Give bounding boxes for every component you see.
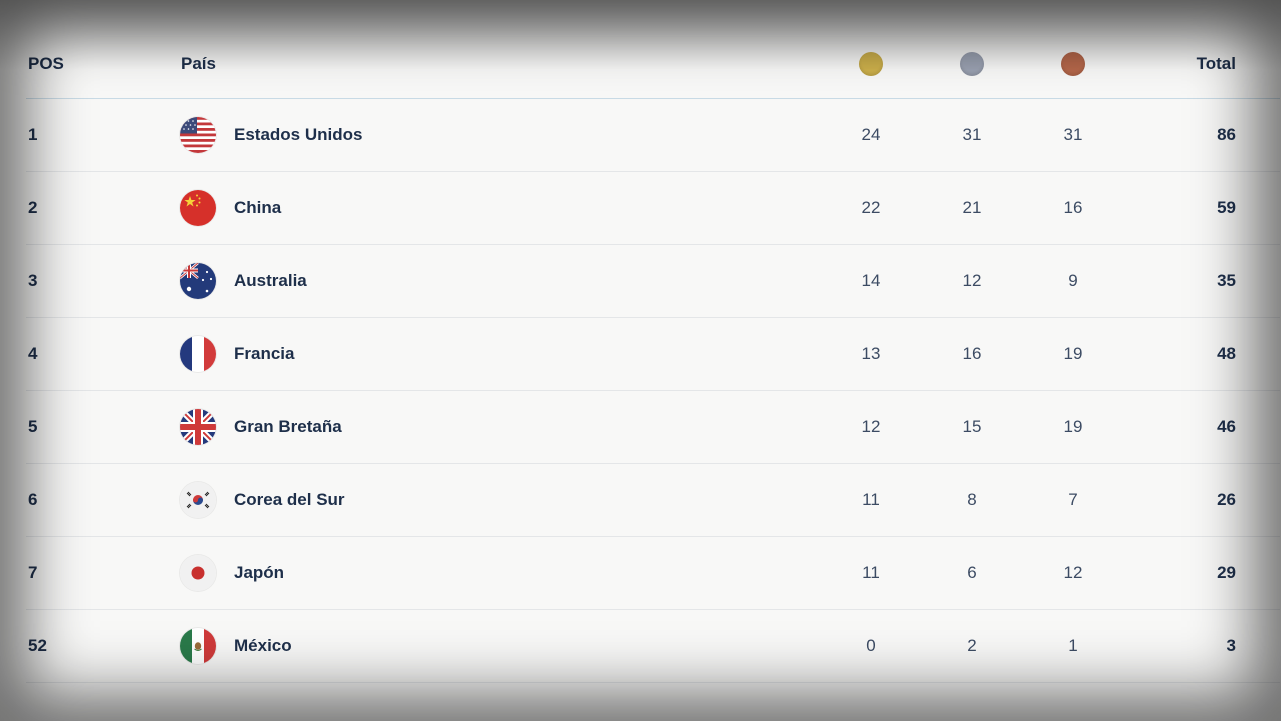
silver-count: 21: [962, 198, 982, 217]
gold-medal-icon: [859, 52, 883, 76]
row-country: Australia: [180, 245, 680, 317]
mexico-flag-icon: [180, 628, 216, 664]
total-count: 35: [1217, 271, 1236, 290]
row-pos: 7: [28, 563, 38, 582]
row-country: México: [180, 610, 680, 682]
silver-count: 16: [962, 344, 982, 363]
row-pos: 5: [28, 417, 38, 436]
row-pos: 2: [28, 198, 38, 217]
total-count: 46: [1217, 417, 1236, 436]
row-country: Gran Bretaña: [180, 391, 680, 463]
medal-table: POS País Total 1: [26, 30, 1280, 683]
total-count: 26: [1217, 490, 1236, 509]
row-country: Japón: [180, 537, 680, 609]
country-name[interactable]: Gran Bretaña: [234, 417, 342, 436]
table-row[interactable]: 7 Japón 11 6 12 29: [26, 537, 1280, 610]
country-name[interactable]: Corea del Sur: [234, 490, 345, 509]
gold-count: 14: [861, 271, 881, 290]
china-flag-icon: [180, 190, 216, 226]
table-row[interactable]: 6: [26, 464, 1280, 537]
france-flag-icon: [180, 336, 216, 372]
silver-medal-icon: [960, 52, 984, 76]
header-total[interactable]: Total: [1196, 54, 1236, 73]
total-count: 48: [1217, 344, 1236, 363]
gold-count: 24: [861, 125, 881, 144]
gold-count: 13: [861, 344, 881, 363]
bronze-count: 16: [1063, 198, 1083, 217]
bronze-count: 19: [1063, 344, 1083, 363]
header-gold[interactable]: [846, 30, 896, 98]
country-name[interactable]: México: [234, 636, 292, 655]
row-pos: 4: [28, 344, 38, 363]
silver-count: 15: [962, 417, 982, 436]
usa-flag-icon: [180, 117, 216, 153]
row-country: Estados Unidos: [180, 99, 680, 171]
table-header: POS País Total: [26, 30, 1280, 99]
country-name[interactable]: Estados Unidos: [234, 125, 363, 144]
country-name[interactable]: Japón: [234, 563, 285, 582]
total-count: 29: [1217, 563, 1236, 582]
silver-count: 12: [962, 271, 982, 290]
silver-count: 31: [962, 125, 982, 144]
total-count: 86: [1217, 125, 1236, 144]
header-country[interactable]: País: [181, 54, 216, 73]
bronze-count: 19: [1063, 417, 1083, 436]
row-country: China: [180, 172, 680, 244]
table-row[interactable]: 4 Francia 13 16 19 48: [26, 318, 1280, 391]
gold-count: 0: [866, 636, 876, 655]
header-bronze[interactable]: [1048, 30, 1098, 98]
uk-flag-icon: [180, 409, 216, 445]
table-row[interactable]: 5 Gran Bretaña: [26, 391, 1280, 464]
row-pos: 3: [28, 271, 38, 290]
table-row[interactable]: 3: [26, 245, 1280, 318]
table-row[interactable]: 1: [26, 99, 1280, 172]
row-country: Francia: [180, 318, 680, 390]
country-name[interactable]: Francia: [234, 344, 295, 363]
gold-count: 12: [861, 417, 881, 436]
silver-count: 8: [967, 490, 977, 509]
bronze-count: 7: [1068, 490, 1078, 509]
bronze-count: 1: [1068, 636, 1078, 655]
gold-count: 22: [861, 198, 881, 217]
bronze-count: 9: [1068, 271, 1078, 290]
country-name[interactable]: China: [234, 198, 282, 217]
gold-count: 11: [862, 490, 880, 509]
row-country: Corea del Sur: [180, 464, 680, 536]
table-row[interactable]: 52 México 0 2 1 3: [26, 610, 1280, 683]
silver-count: 2: [967, 636, 977, 655]
total-count: 3: [1226, 636, 1236, 655]
row-pos: 52: [28, 636, 47, 655]
australia-flag-icon: [180, 263, 216, 299]
header-pos[interactable]: POS: [28, 54, 64, 73]
south-korea-flag-icon: [180, 482, 216, 518]
japan-flag-icon: [180, 555, 216, 591]
bronze-medal-icon: [1061, 52, 1085, 76]
bronze-count: 31: [1063, 125, 1083, 144]
country-name[interactable]: Australia: [234, 271, 307, 290]
bronze-count: 12: [1063, 563, 1083, 582]
header-silver[interactable]: [947, 30, 997, 98]
silver-count: 6: [967, 563, 977, 582]
table-row[interactable]: 2 China 22 21 16 59: [26, 172, 1280, 245]
gold-count: 11: [862, 563, 880, 582]
row-pos: 6: [28, 490, 38, 509]
total-count: 59: [1217, 198, 1236, 217]
row-pos: 1: [28, 125, 38, 144]
